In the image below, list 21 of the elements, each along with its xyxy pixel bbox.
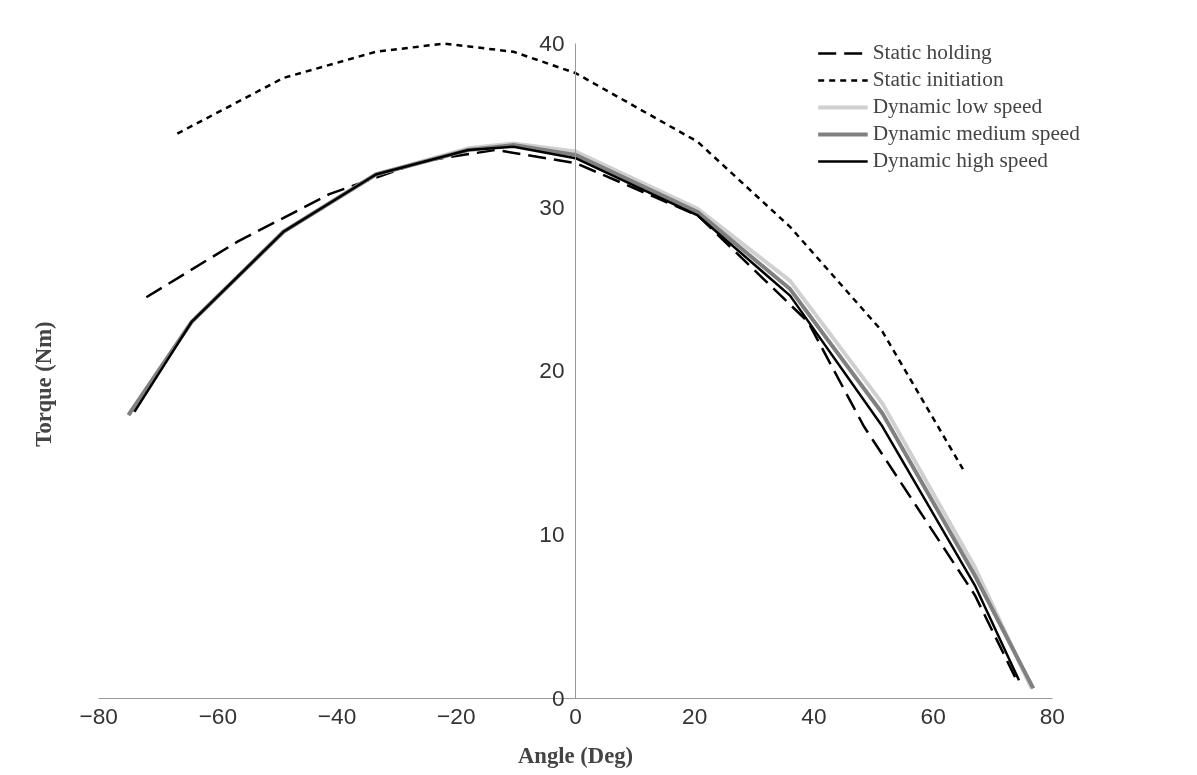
x-axis-title: Angle (Deg) (517, 742, 634, 768)
x-tick-label: −40 (317, 703, 357, 730)
y-tick-label: 40 (539, 30, 565, 57)
x-tick-label: −80 (79, 703, 118, 730)
x-tick-label: 80 (1039, 703, 1065, 730)
x-tick-label: 60 (920, 703, 946, 730)
x-tick-label: 20 (682, 703, 708, 730)
x-tick-label: −20 (437, 703, 476, 730)
x-tick-label: 40 (801, 703, 827, 730)
y-axis-title: Torque (Nm) (30, 321, 56, 447)
y-tick-label: 20 (539, 357, 565, 384)
y-tick-label: 0 (551, 684, 565, 711)
y-tick-label: 10 (539, 521, 565, 548)
legend-label: Static holding (872, 40, 992, 65)
x-tick-label: 0 (569, 703, 582, 730)
legend-label: Dynamic medium speed (872, 121, 1080, 146)
x-tick-label: −60 (198, 703, 238, 730)
legend-label: Dynamic low speed (872, 94, 1043, 119)
legend-label: Dynamic high speed (872, 148, 1049, 173)
y-tick-label: 30 (539, 193, 565, 220)
legend-label: Static initiation (872, 67, 1004, 92)
